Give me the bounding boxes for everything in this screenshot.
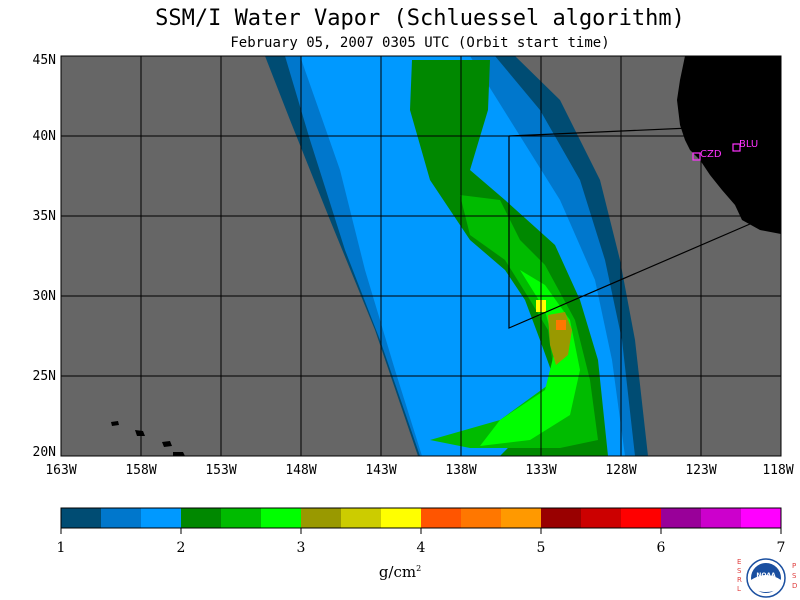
station-blu-marker[interactable] <box>732 143 741 152</box>
colorbar-tick-label: 4 <box>417 540 426 556</box>
colorbar-units: g/cm2 <box>378 563 422 581</box>
noaa-esrl-psd-logo: E S R L P S D NOAA <box>737 558 797 598</box>
logo-letter-e: E <box>737 558 741 566</box>
land-hawaii-2 <box>135 430 145 436</box>
map-frame <box>60 55 782 457</box>
colorbar-tick-label: 7 <box>777 540 786 556</box>
grid-lines <box>61 56 781 456</box>
colorbar-swatch <box>61 508 102 528</box>
colorbar-swatch <box>421 508 462 528</box>
land-hawaii-3 <box>162 441 172 447</box>
lon-label-138w: 138W <box>445 463 476 478</box>
logo-text: NOAA <box>756 572 776 579</box>
sector-outline <box>508 136 751 329</box>
colorbar-swatch <box>101 508 142 528</box>
colorbar-swatch <box>301 508 342 528</box>
lat-label-40n: 40N <box>33 129 56 144</box>
lat-label-30n: 30N <box>33 289 56 304</box>
colorbar-swatch <box>701 508 742 528</box>
map-title: SSM/I Water Vapor (Schluessel algorithm) <box>155 6 685 31</box>
lat-label-35n: 35N <box>33 209 56 224</box>
colorbar-swatch <box>541 508 582 528</box>
logo-letter-r: R <box>737 576 742 584</box>
colorbar-swatch <box>741 508 782 528</box>
lon-label-148w: 148W <box>285 463 316 478</box>
station-czd-label: CZD <box>700 149 722 160</box>
map-subtitle: February 05, 2007 0305 UTC (Orbit start … <box>230 35 610 51</box>
colorbar-tick-label: 2 <box>177 540 186 556</box>
colorbar-swatch <box>661 508 702 528</box>
colorbar-tick-label: 3 <box>297 540 306 556</box>
colorbar-swatch <box>381 508 422 528</box>
land-hawaii-1 <box>111 421 119 426</box>
colorbar-swatch <box>261 508 302 528</box>
logo-letter-l: L <box>737 585 741 593</box>
colorbar <box>61 508 782 528</box>
colorbar-ticks: 1 2 3 4 5 6 7 <box>57 528 786 556</box>
lat-label-45n: 45N <box>33 53 56 68</box>
land-california <box>677 56 781 234</box>
map-plot-area <box>61 56 781 456</box>
colorbar-swatch <box>501 508 542 528</box>
lon-label-153w: 153W <box>205 463 236 478</box>
colorbar-tick-label: 1 <box>57 540 66 556</box>
lon-label-128w: 128W <box>605 463 636 478</box>
sector-outline-top <box>508 127 691 137</box>
lat-label-25n: 25N <box>33 369 56 384</box>
colorbar-swatch <box>461 508 502 528</box>
colorbar-tick-label: 5 <box>537 540 546 556</box>
colorbar-swatch <box>621 508 662 528</box>
colorbar-swatch <box>581 508 622 528</box>
lon-label-143w: 143W <box>365 463 396 478</box>
lon-label-133w: 133W <box>525 463 556 478</box>
vapor-band-orange <box>556 320 566 330</box>
colorbar-swatch <box>181 508 222 528</box>
colorbar-swatch <box>221 508 262 528</box>
logo-letter-s: S <box>737 567 742 575</box>
colorbar-swatch <box>141 508 182 528</box>
station-czd-marker[interactable] <box>692 152 701 161</box>
logo-letter-d: D <box>792 582 797 590</box>
lon-label-158w: 158W <box>125 463 156 478</box>
colorbar-swatch <box>341 508 382 528</box>
logo-letter-s2: S <box>792 572 797 580</box>
logo-wave <box>751 575 781 592</box>
colorbar-tick-label: 6 <box>657 540 666 556</box>
lon-label-118w: 118W <box>762 463 793 478</box>
station-blu-label: BLU <box>739 139 758 150</box>
land-hawaii-4 <box>173 452 185 456</box>
lon-label-123w: 123W <box>685 463 716 478</box>
lon-label-163w: 163W <box>45 463 76 478</box>
logo-letter-p: P <box>792 562 796 570</box>
lat-label-20n: 20N <box>33 445 56 460</box>
